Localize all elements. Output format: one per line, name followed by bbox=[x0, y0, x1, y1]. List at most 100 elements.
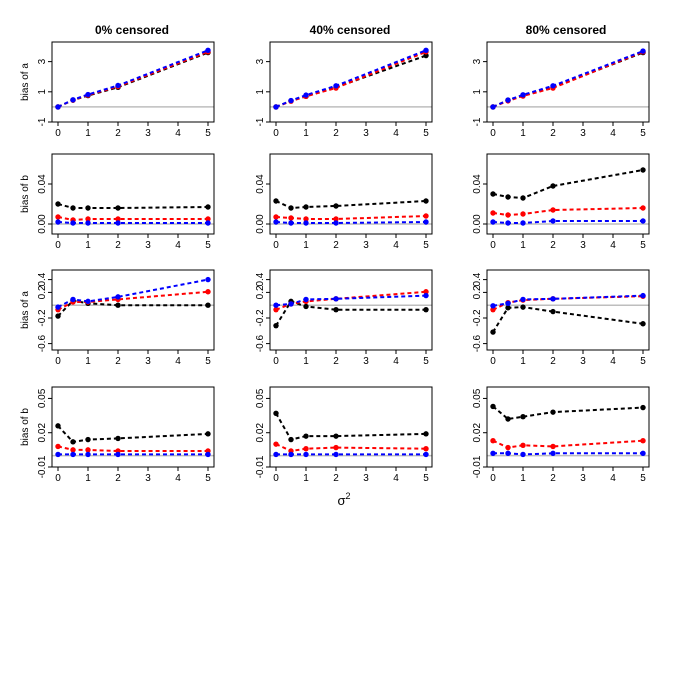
data-point-red bbox=[70, 447, 76, 453]
y-tick-label: 0.04 bbox=[255, 174, 266, 194]
data-point-blue bbox=[205, 276, 211, 283]
panel-frame bbox=[51, 386, 215, 468]
panel-frame bbox=[51, 153, 215, 235]
series-line-black bbox=[492, 169, 644, 200]
data-point-blue bbox=[115, 220, 121, 226]
data-point-blue bbox=[55, 451, 61, 458]
y-tick-label: -1 bbox=[37, 117, 48, 126]
data-point-blue bbox=[70, 97, 76, 103]
data-point-black bbox=[640, 321, 646, 327]
data-point-red bbox=[333, 444, 339, 451]
data-point-blue bbox=[423, 451, 429, 458]
x-tick-label: 2 bbox=[115, 128, 121, 139]
data-point-black bbox=[490, 329, 496, 335]
data-point-blue bbox=[303, 451, 309, 458]
x-tick-label: 0 bbox=[490, 240, 496, 251]
y-axis-label: bias of a bbox=[20, 291, 31, 329]
data-point-black bbox=[505, 194, 511, 200]
x-tick-label: 3 bbox=[145, 128, 151, 139]
y-tick-label: -1 bbox=[472, 117, 483, 126]
y-tick-label: -0.6 bbox=[255, 335, 266, 353]
y-tick-label: -0.01 bbox=[37, 455, 48, 478]
x-tick-label: 1 bbox=[303, 473, 309, 484]
x-tick-label: 4 bbox=[393, 240, 399, 251]
data-point-blue bbox=[423, 219, 429, 225]
data-point-black bbox=[520, 304, 526, 310]
y-tick-label: 3 bbox=[37, 58, 48, 64]
x-tick-label: 2 bbox=[550, 128, 556, 139]
data-point-red bbox=[640, 438, 646, 444]
x-tick-label: 4 bbox=[393, 356, 399, 367]
data-point-black bbox=[333, 306, 339, 313]
x-tick-label: 5 bbox=[423, 356, 429, 367]
x-tick-label: 5 bbox=[205, 473, 211, 484]
y-tick-label: 0.4 bbox=[255, 272, 266, 286]
series-line-black bbox=[492, 405, 644, 421]
data-point-red bbox=[423, 213, 429, 219]
data-point-red bbox=[520, 211, 526, 217]
data-point-black bbox=[273, 198, 279, 204]
data-point-black bbox=[520, 195, 526, 201]
data-point-blue bbox=[640, 48, 646, 54]
series-line-blue bbox=[493, 452, 643, 456]
data-point-blue bbox=[520, 220, 526, 226]
data-point-black bbox=[550, 308, 556, 315]
x-tick-label: 4 bbox=[175, 128, 181, 139]
series-line-red bbox=[492, 207, 644, 217]
data-point-red bbox=[85, 447, 91, 453]
x-tick-label: 1 bbox=[85, 128, 91, 139]
y-tick-label: 0.05 bbox=[255, 388, 266, 408]
data-point-red bbox=[55, 443, 61, 450]
x-tick-label: 1 bbox=[85, 473, 91, 484]
y-tick-label: 0.02 bbox=[472, 423, 483, 443]
data-point-black bbox=[490, 403, 496, 410]
data-point-blue bbox=[288, 220, 294, 226]
data-point-blue bbox=[505, 97, 511, 103]
x-tick-label: 0 bbox=[55, 356, 61, 367]
data-point-blue bbox=[273, 451, 279, 458]
data-point-black bbox=[85, 205, 91, 211]
panel-frame bbox=[486, 386, 650, 468]
series-line-blue bbox=[275, 221, 427, 224]
y-tick-label: -1 bbox=[255, 117, 266, 126]
data-point-red bbox=[115, 216, 121, 222]
x-tick-label: 5 bbox=[423, 128, 429, 139]
panel-frame bbox=[51, 269, 215, 351]
series-line-red bbox=[275, 443, 427, 453]
data-point-red bbox=[520, 442, 526, 448]
x-tick-label: 2 bbox=[333, 128, 339, 139]
data-point-red bbox=[550, 207, 556, 213]
y-tick-label: -0.6 bbox=[37, 335, 48, 353]
data-point-blue bbox=[115, 82, 121, 89]
series-line-blue bbox=[57, 221, 208, 224]
data-point-blue bbox=[505, 300, 511, 306]
panel-frame bbox=[269, 153, 433, 235]
panel-r3-c2: 0 1 2 3 4 5 -0.01 0.02 0.05 bbox=[472, 386, 650, 484]
panel-frame bbox=[269, 41, 433, 123]
data-point-blue bbox=[115, 451, 121, 458]
panel-r3-c1: 0 1 2 3 4 5 -0.01 0.02 0.05 bbox=[255, 386, 433, 484]
data-point-black bbox=[205, 204, 211, 210]
data-point-black bbox=[288, 205, 294, 211]
data-point-blue bbox=[423, 47, 429, 54]
data-point-red bbox=[423, 289, 429, 295]
data-point-red bbox=[273, 214, 279, 220]
x-tick-label: 1 bbox=[520, 356, 526, 367]
data-point-blue bbox=[640, 292, 646, 299]
y-tick-label: 0.05 bbox=[472, 388, 483, 408]
x-axis-label-base: σ bbox=[337, 493, 345, 508]
panel-r1-c0: 0 1 2 3 4 5 0.00 0.04 bias of b bbox=[20, 153, 215, 251]
x-tick-label: 3 bbox=[580, 240, 586, 251]
data-point-blue bbox=[423, 292, 429, 299]
data-point-red bbox=[288, 215, 294, 221]
x-tick-label: 5 bbox=[640, 356, 646, 367]
series-line-black bbox=[275, 412, 427, 441]
panel-r1-c2: 0 1 2 3 4 5 0.00 0.04 bbox=[472, 153, 650, 251]
data-point-blue bbox=[205, 451, 211, 458]
data-point-blue bbox=[505, 450, 511, 456]
data-point-blue bbox=[85, 451, 91, 458]
x-tick-label: 1 bbox=[520, 473, 526, 484]
x-tick-label: 2 bbox=[550, 240, 556, 251]
data-point-blue bbox=[70, 220, 76, 226]
